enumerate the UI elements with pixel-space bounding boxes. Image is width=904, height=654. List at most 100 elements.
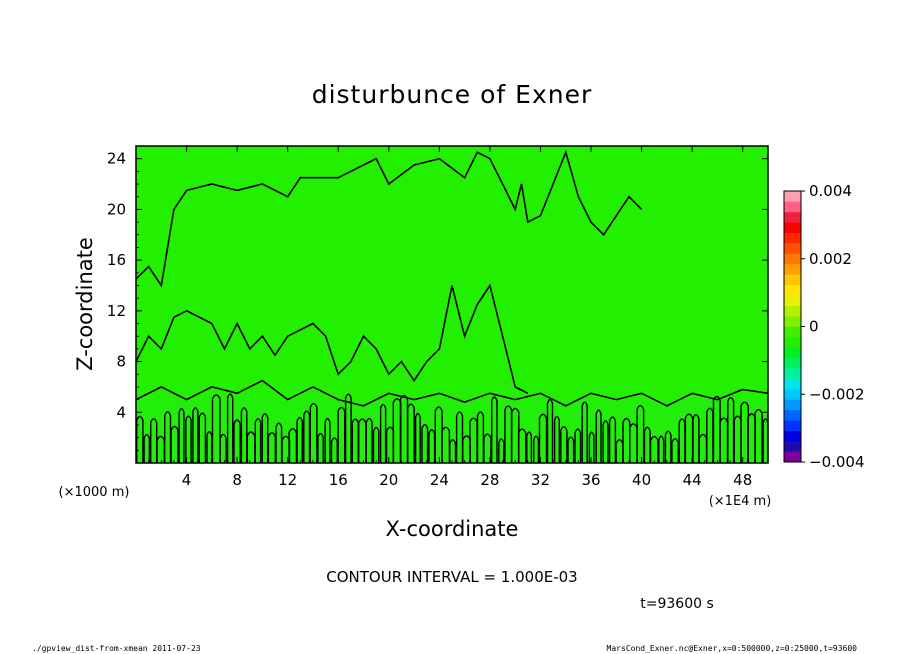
surface-contour: [588, 431, 595, 463]
surface-contour: [664, 430, 672, 463]
colorbar-label: 0.002: [809, 250, 852, 268]
lower-green-region: [136, 400, 768, 463]
surface-contour: [372, 426, 380, 463]
surface-contour: [441, 426, 451, 463]
colorbar-label: 0: [809, 318, 819, 336]
surface-contour: [267, 432, 276, 463]
footer-left: ./gpview_dist-from-xmean 2011-07-23: [32, 644, 201, 653]
surface-contour: [233, 419, 241, 463]
surface-contour: [407, 403, 415, 463]
surface-contour: [288, 428, 298, 463]
footer-right: MarsCond_Exner.nc@Exner,x=0:500000,z=0:2…: [607, 644, 858, 653]
time-text: t=93600 s: [640, 596, 714, 612]
surface-contour: [303, 410, 311, 463]
surface-contour: [595, 409, 602, 463]
colorbar-cell: [784, 253, 801, 265]
surface-contour: [414, 412, 421, 463]
surface-contour: [399, 394, 409, 463]
x-tick-label: 16: [329, 471, 348, 489]
colorbar-cell: [784, 357, 801, 369]
surface-contour: [491, 396, 498, 463]
colorbar-cell: [784, 316, 801, 327]
colorbar-cells: [784, 191, 801, 463]
surface-contour: [150, 418, 158, 463]
x-tick-label: 36: [581, 471, 600, 489]
colorbar-cell: [784, 336, 801, 348]
surface-contour: [553, 415, 560, 463]
surface-contour: [546, 398, 554, 463]
surface-contour: [602, 420, 609, 463]
surface-contour: [712, 395, 721, 463]
colorbar-cell: [784, 274, 801, 286]
x-tick-label: 24: [430, 471, 449, 489]
colorbar-cell: [784, 284, 801, 296]
surface-contour: [581, 401, 588, 463]
surface-contour: [449, 439, 457, 463]
surface-contour: [692, 414, 700, 463]
surface-contour: [671, 438, 679, 463]
y-tick-label: 8: [116, 353, 126, 371]
colorbar-cell: [784, 430, 801, 442]
colorbar-label: 0.004: [809, 182, 852, 200]
contour-lines: [135, 149, 769, 463]
surface-contour: [533, 435, 540, 463]
x-tick-label: 20: [379, 471, 398, 489]
surface-contour: [574, 428, 582, 463]
y-tick-label: 12: [107, 302, 126, 320]
surface-contour: [211, 394, 221, 463]
colorbar-labels: 0.004 0.002 0 −0.002 −0.004: [801, 182, 865, 471]
surface-contour: [622, 417, 631, 463]
colorbar-label: −0.002: [809, 385, 865, 403]
contour-line-lower-boundary: [135, 379, 769, 407]
surface-contour: [206, 431, 213, 463]
surface-contour: [517, 428, 527, 463]
chart-title: disturbunce of Exner: [312, 80, 593, 109]
surface-contour: [178, 407, 185, 463]
colorbar-cell: [784, 201, 801, 213]
surface-contour: [344, 393, 352, 463]
surface-contour: [324, 417, 331, 463]
surface-contour: [658, 435, 665, 463]
surface-contour: [483, 433, 492, 463]
surface-contour: [330, 437, 338, 463]
colorbar-cell: [784, 326, 801, 338]
surface-contour: [740, 401, 749, 463]
surface-contour: [317, 432, 324, 463]
surface-contour: [198, 412, 207, 463]
x-tick-label: 8: [232, 471, 242, 489]
surface-contour: [170, 425, 179, 463]
surface-contour: [219, 433, 227, 463]
surface-contour: [526, 431, 533, 463]
colorbar-cell: [784, 368, 801, 379]
surface-contour: [608, 416, 617, 463]
x-tick-label: 32: [531, 471, 550, 489]
surface-contour: [636, 404, 645, 463]
surface-contour: [275, 422, 283, 463]
surface-contour: [510, 407, 520, 463]
x-tick-label: 40: [632, 471, 651, 489]
surface-contour: [192, 407, 199, 463]
surface-contour: [504, 405, 513, 463]
surface-contour: [185, 415, 192, 463]
contour-line-mid-boundary: [135, 283, 529, 395]
surface-contour: [567, 436, 575, 463]
surface-contour: [226, 393, 234, 463]
surface-contour: [421, 423, 429, 463]
colorbar-cell: [784, 347, 801, 359]
x-tick-label: 12: [278, 471, 297, 489]
surface-contour: [538, 413, 548, 463]
x-tick-label: 44: [683, 471, 702, 489]
x-tick-label: 4: [182, 471, 192, 489]
y-axis-label: Z-coordinate: [73, 237, 97, 371]
y-axis-ticks: 4 8 12 16 20 24: [107, 150, 768, 451]
surface-contour: [143, 433, 151, 463]
colorbar: 0.004 0.002 0 −0.002 −0.004: [783, 182, 865, 471]
x-unit-note: (×1E4 m): [709, 494, 772, 509]
surface-contour: [428, 429, 436, 463]
surface-contour: [309, 402, 318, 463]
colorbar-cell: [784, 305, 801, 317]
surface-contour: [649, 435, 659, 463]
colorbar-cell: [784, 295, 801, 306]
